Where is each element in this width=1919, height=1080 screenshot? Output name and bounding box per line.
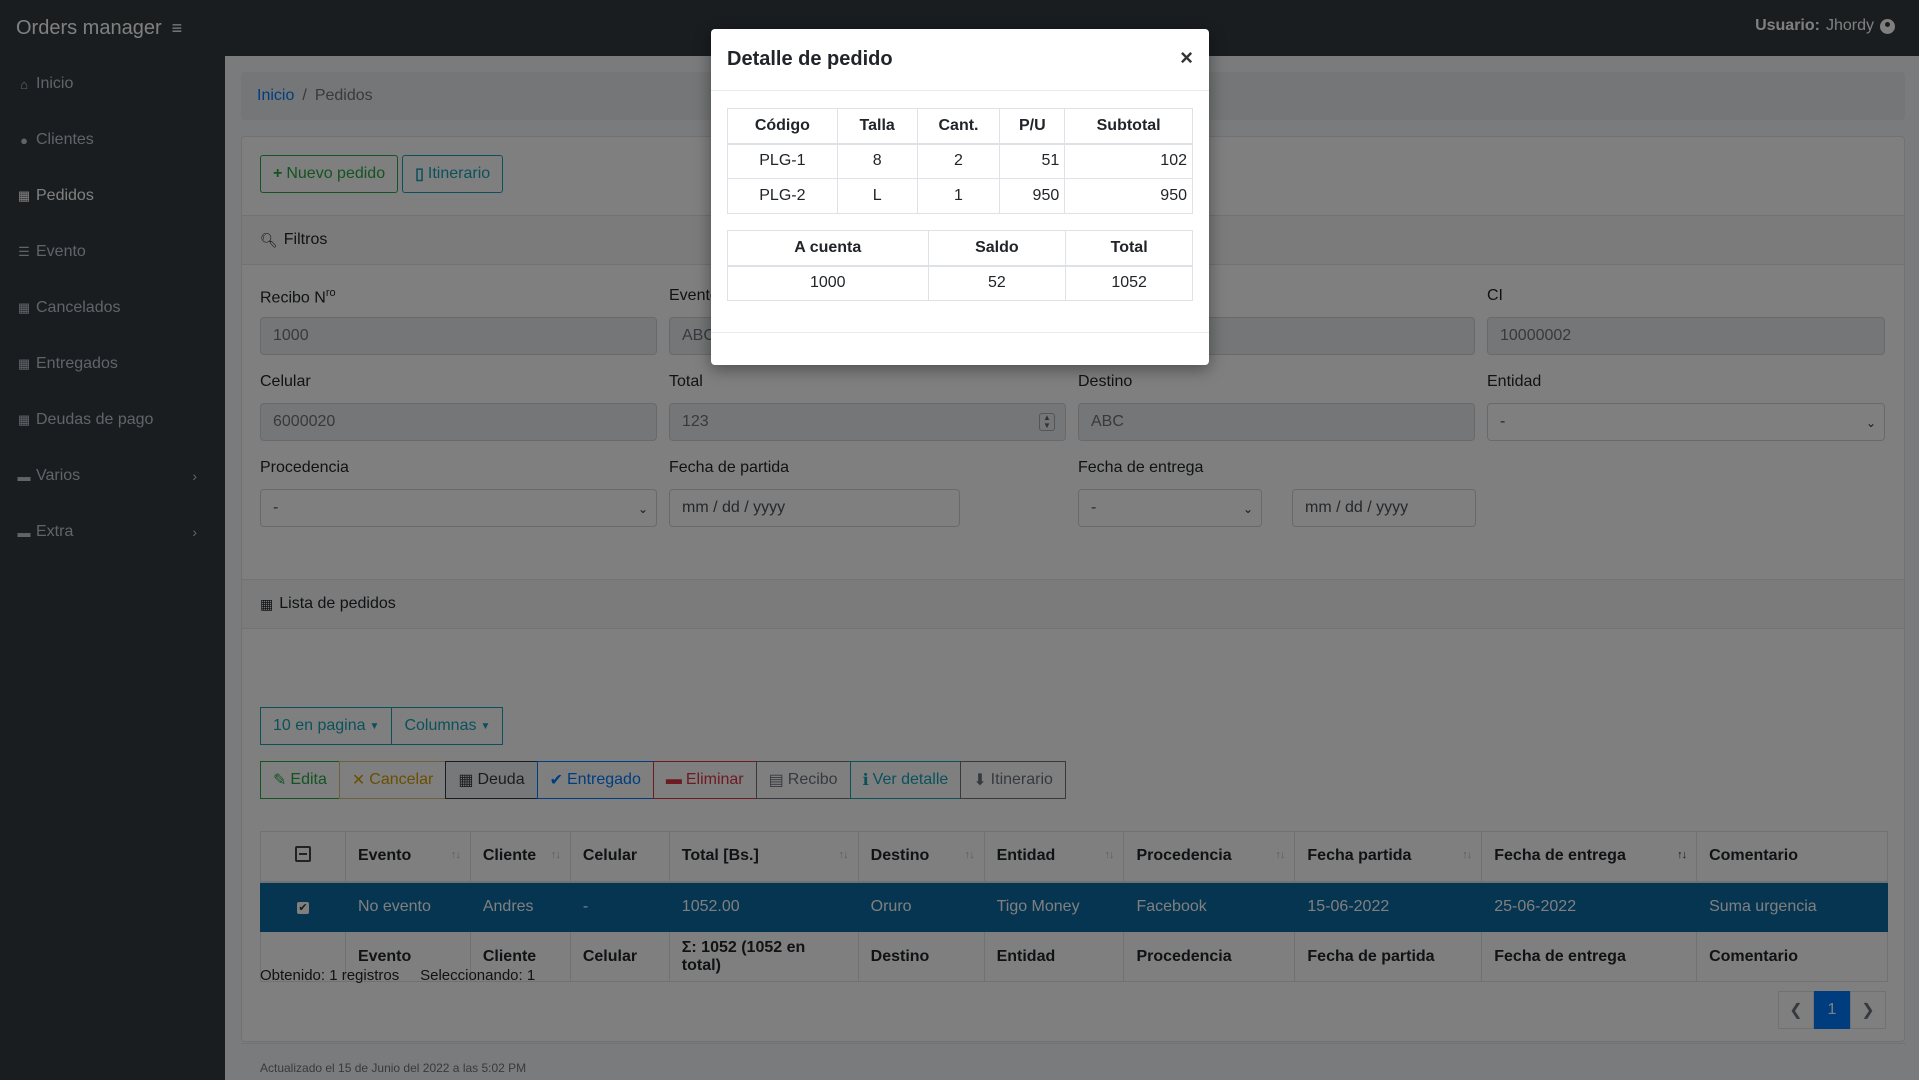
table-cell: L bbox=[836, 178, 918, 214]
modal-title: Detalle de pedido bbox=[727, 48, 893, 70]
table-row: PLG-2 L 1 950 950 bbox=[727, 178, 1193, 214]
table-cell: PLG-2 bbox=[727, 178, 838, 214]
table-cell: 51 bbox=[999, 143, 1066, 179]
column-header: A cuenta bbox=[727, 230, 929, 267]
table-cell: 1000 bbox=[727, 265, 929, 301]
table-cell: 2 bbox=[916, 143, 1001, 179]
column-header: Código bbox=[727, 108, 838, 145]
column-header: Subtotal bbox=[1064, 108, 1193, 145]
table-cell: PLG-1 bbox=[727, 143, 838, 179]
order-items-table: Código Talla Cant. P/U Subtotal PLG-1 8 … bbox=[727, 108, 1193, 214]
table-row: PLG-1 8 2 51 102 bbox=[727, 143, 1193, 179]
table-header-row: Código Talla Cant. P/U Subtotal bbox=[727, 108, 1193, 145]
table-row: 1000 52 1052 bbox=[727, 265, 1193, 301]
table-cell: 52 bbox=[927, 265, 1067, 301]
table-cell: 1052 bbox=[1065, 265, 1193, 301]
table-cell: 102 bbox=[1064, 143, 1193, 179]
order-detail-modal: Detalle de pedido × Código Talla Cant. P… bbox=[711, 29, 1209, 365]
modal-footer bbox=[711, 332, 1209, 333]
table-cell: 1 bbox=[916, 178, 1001, 214]
modal-header: Detalle de pedido × bbox=[711, 29, 1209, 91]
table-cell: 8 bbox=[836, 143, 918, 179]
table-cell: 950 bbox=[999, 178, 1066, 214]
column-header: P/U bbox=[999, 108, 1066, 145]
column-header: Cant. bbox=[916, 108, 1001, 145]
table-header-row: A cuenta Saldo Total bbox=[727, 230, 1193, 267]
order-totals-table: A cuenta Saldo Total 1000 52 1052 bbox=[727, 230, 1193, 301]
close-icon[interactable]: × bbox=[1180, 45, 1193, 70]
table-cell: 950 bbox=[1064, 178, 1193, 214]
column-header: Saldo bbox=[927, 230, 1067, 267]
column-header: Total bbox=[1065, 230, 1193, 267]
column-header: Talla bbox=[836, 108, 918, 145]
